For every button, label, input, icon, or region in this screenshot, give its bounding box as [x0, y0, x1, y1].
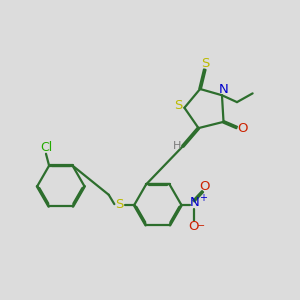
Text: S: S: [115, 198, 124, 211]
Text: O: O: [189, 220, 199, 232]
Text: +: +: [199, 193, 207, 203]
Text: O: O: [200, 180, 210, 193]
Text: O: O: [237, 122, 248, 135]
Text: S: S: [201, 58, 210, 70]
Text: S: S: [174, 99, 182, 112]
Text: N: N: [190, 196, 199, 209]
Text: Cl: Cl: [40, 141, 52, 154]
Text: H: H: [172, 141, 181, 151]
Text: N: N: [218, 83, 228, 96]
Text: −: −: [196, 221, 205, 231]
